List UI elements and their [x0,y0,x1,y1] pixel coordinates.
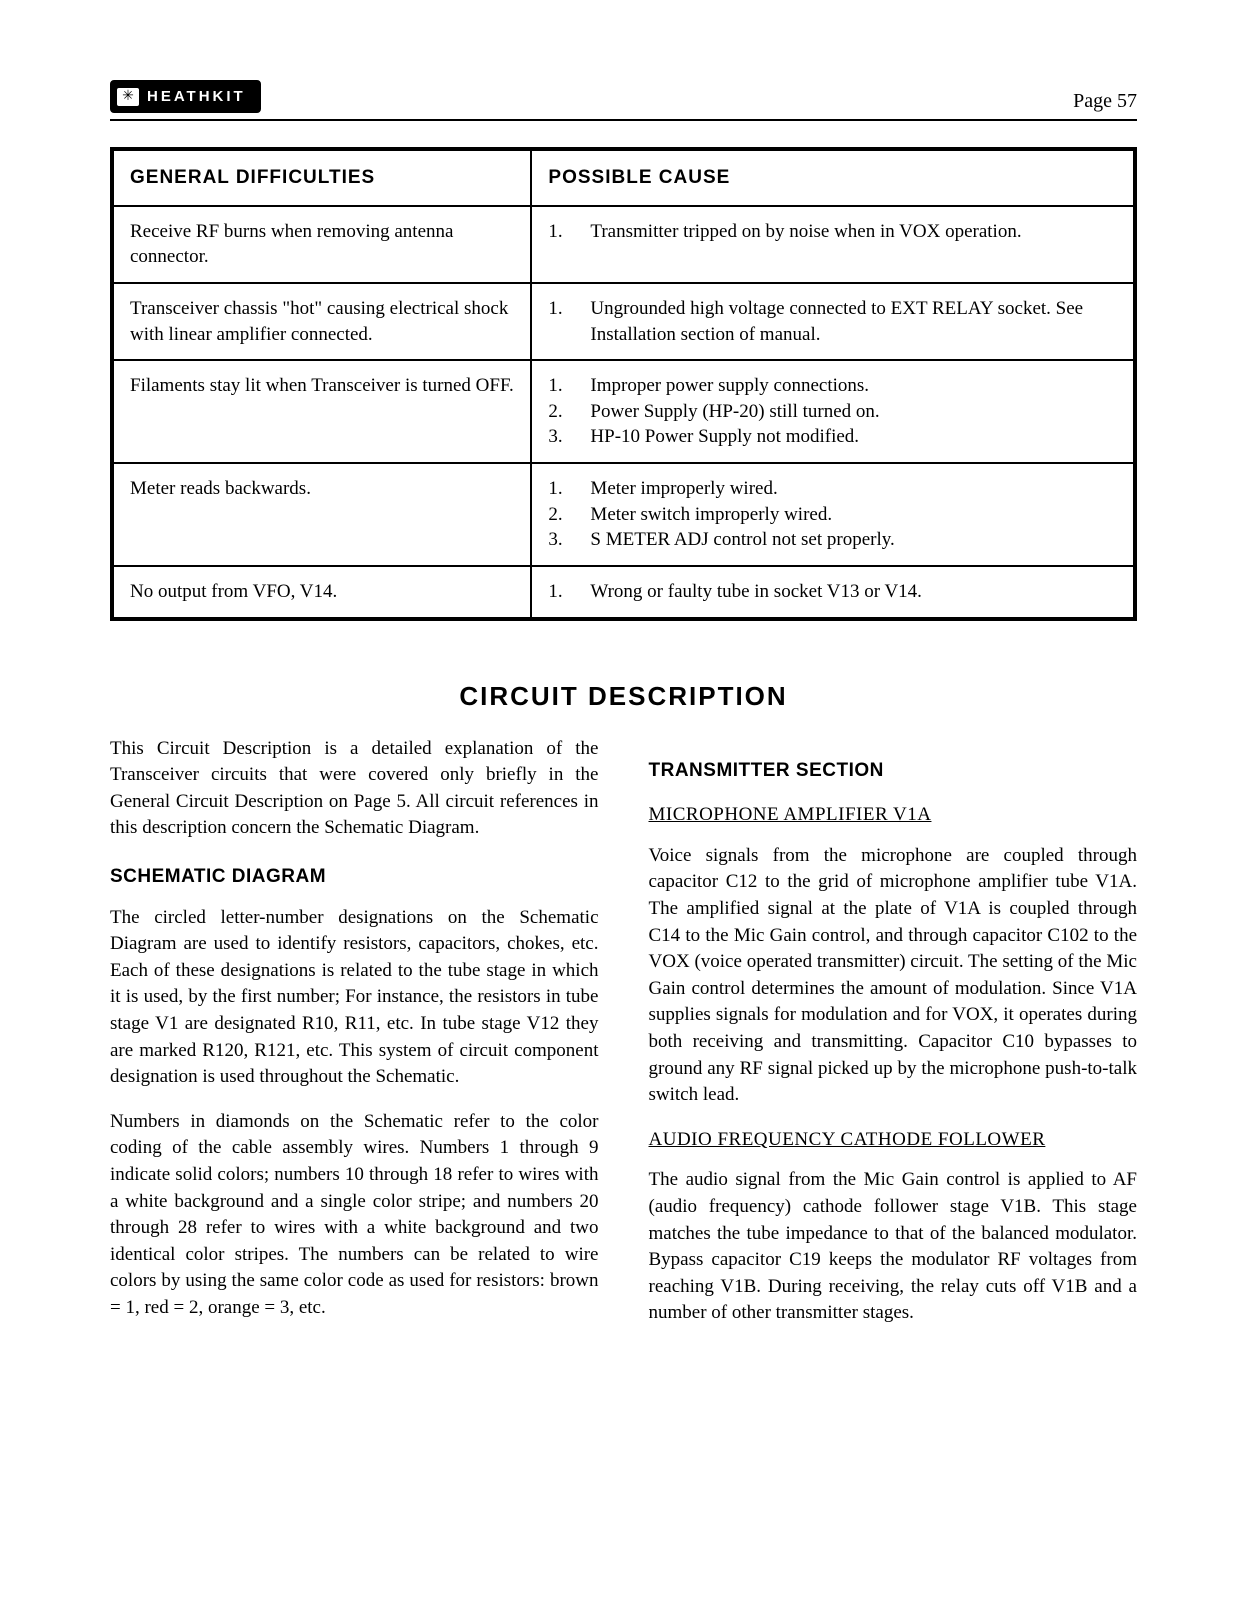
af-cathode-heading: AUDIO FREQUENCY CATHODE FOLLOWER [649,1127,1138,1154]
cause-cell: Meter improperly wired.Meter switch impr… [531,463,1135,566]
cause-item: Wrong or faulty tube in socket V13 or V1… [548,579,1117,605]
cause-cell: Wrong or faulty tube in socket V13 or V1… [531,566,1135,619]
cause-item: HP-10 Power Supply not modified. [548,424,1117,450]
table-row: Meter reads backwards.Meter improperly w… [112,463,1135,566]
brand-logo: ✳ HEATHKIT [110,80,261,113]
cause-item: Meter improperly wired. [548,476,1117,502]
cause-item: Meter switch improperly wired. [548,502,1117,528]
table-row: Filaments stay lit when Transceiver is t… [112,360,1135,463]
mic-amp-heading: MICROPHONE AMPLIFIER V1A [649,802,1138,829]
af-cathode-paragraph: The audio signal from the Mic Gain contr… [649,1167,1138,1327]
header-difficulties: GENERAL DIFFICULTIES [112,149,531,206]
page-number: Page 57 [1073,90,1137,113]
cause-cell: Improper power supply connections.Power … [531,360,1135,463]
cause-item: S METER ADJ control not set properly. [548,527,1117,553]
page: ✳ HEATHKIT Page 57 GENERAL DIFFICULTIES … [0,0,1237,1600]
difficulty-cell: No output from VFO, V14. [112,566,531,619]
right-column: TRANSMITTER SECTION MICROPHONE AMPLIFIER… [649,736,1138,1345]
cause-list: Improper power supply connections.Power … [548,373,1117,450]
table-header-row: GENERAL DIFFICULTIES POSSIBLE CAUSE [112,149,1135,206]
transmitter-heading: TRANSMITTER SECTION [649,758,1138,785]
difficulty-cell: Meter reads backwards. [112,463,531,566]
difficulty-cell: Receive RF burns when removing antenna c… [112,206,531,283]
difficulty-cell: Filaments stay lit when Transceiver is t… [112,360,531,463]
difficulty-cell: Transceiver chassis "hot" causing electr… [112,283,531,360]
two-column-layout: This Circuit Description is a detailed e… [110,736,1137,1345]
cause-item: Power Supply (HP-20) still turned on. [548,399,1117,425]
header-row: ✳ HEATHKIT Page 57 [110,80,1137,121]
cause-list: Wrong or faulty tube in socket V13 or V1… [548,579,1117,605]
table-row: No output from VFO, V14. Wrong or faulty … [112,566,1135,619]
header-cause: POSSIBLE CAUSE [531,149,1135,206]
cause-list: Meter improperly wired.Meter switch impr… [548,476,1117,553]
logo-icon: ✳ [117,88,139,106]
table-body: Receive RF burns when removing antenna c… [112,206,1135,619]
schematic-heading: SCHEMATIC DIAGRAM [110,864,599,891]
table-row: Transceiver chassis "hot" causing electr… [112,283,1135,360]
mic-amp-paragraph: Voice signals from the microphone are co… [649,843,1138,1109]
cause-item: Transmitter tripped on by noise when in … [548,219,1117,245]
intro-paragraph: This Circuit Description is a detailed e… [110,736,599,842]
circuit-title: CIRCUIT DESCRIPTION [110,681,1137,712]
difficulties-table: GENERAL DIFFICULTIES POSSIBLE CAUSE Rece… [110,147,1137,621]
cause-cell: Ungrounded high voltage connected to EXT… [531,283,1135,360]
cause-list: Transmitter tripped on by noise when in … [548,219,1117,245]
table-row: Receive RF burns when removing antenna c… [112,206,1135,283]
schematic-paragraph-2: Numbers in diamonds on the Schematic ref… [110,1109,599,1322]
cause-cell: Transmitter tripped on by noise when in … [531,206,1135,283]
cause-item: Improper power supply connections. [548,373,1117,399]
logo-text: HEATHKIT [143,86,254,107]
cause-list: Ungrounded high voltage connected to EXT… [548,296,1117,347]
left-column: This Circuit Description is a detailed e… [110,736,599,1345]
schematic-paragraph-1: The circled letter-number designations o… [110,905,599,1091]
cause-item: Ungrounded high voltage connected to EXT… [548,296,1117,347]
